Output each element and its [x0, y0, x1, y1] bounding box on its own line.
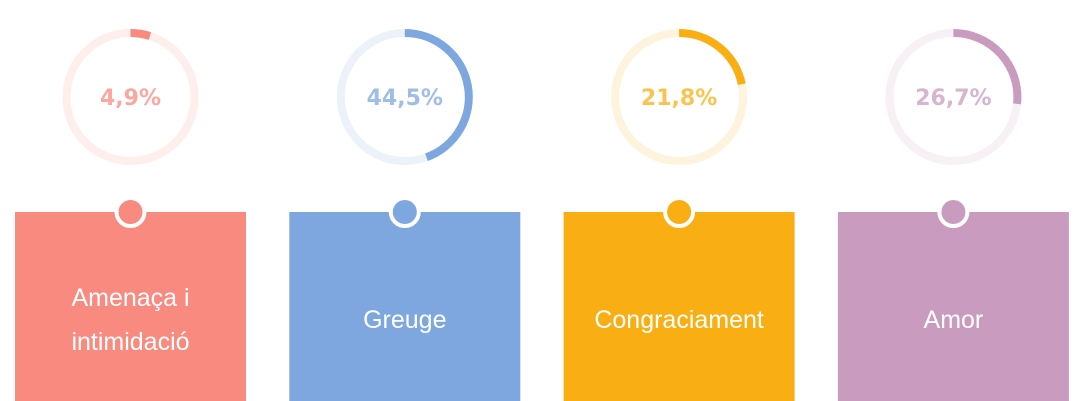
box-knob [114, 196, 147, 228]
category-box [15, 212, 246, 401]
category-label: Congraciament [594, 306, 764, 334]
box-knob [663, 196, 696, 228]
value-label: 44,5% [367, 86, 443, 111]
category-box [837, 212, 1069, 401]
ring-arc [404, 29, 473, 161]
category-box [563, 212, 795, 401]
category-box [289, 212, 521, 401]
value-label: 26,7% [915, 86, 991, 111]
ring-arc [130, 29, 152, 40]
ring-arc [678, 29, 746, 86]
value-label: 21,8% [641, 86, 717, 111]
box-knob [388, 196, 421, 228]
ring-arc [953, 29, 1022, 105]
box-knob [937, 196, 970, 228]
value-label: 4,9% [100, 86, 161, 111]
category-label: Amor [923, 306, 984, 334]
category-label: Amenaça i intimidació [71, 284, 190, 356]
category-label: Greuge [363, 306, 447, 334]
